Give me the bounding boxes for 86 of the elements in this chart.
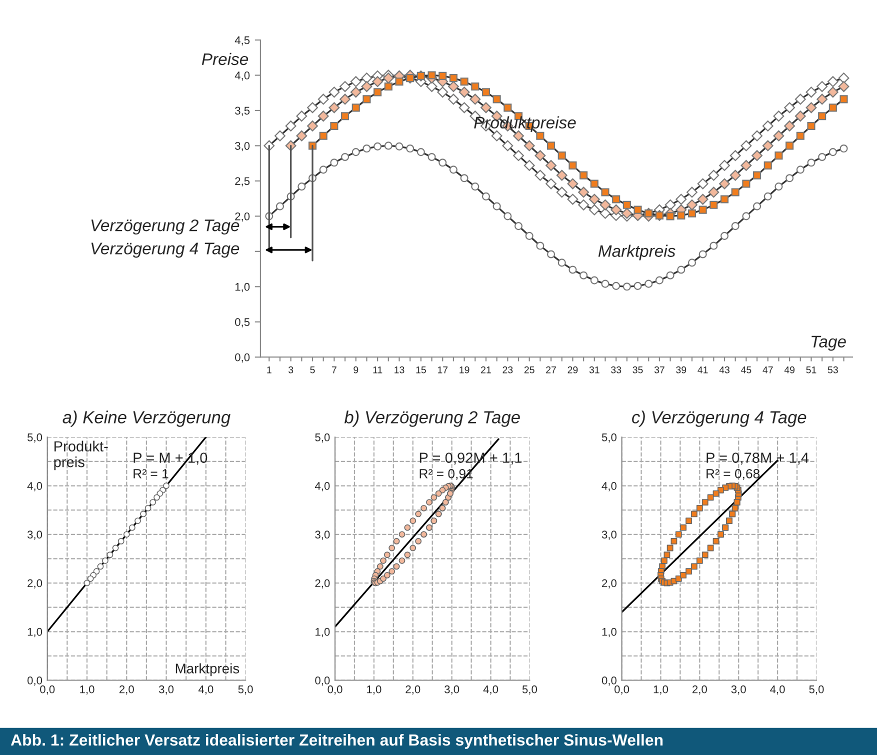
y-tick-label: 4,0: [602, 482, 616, 492]
x-tick-label: 3,0: [731, 685, 746, 695]
x-tick-label: 21: [481, 366, 491, 374]
y-tick-label: 1,0: [28, 628, 42, 638]
x-tick-label: 43: [719, 366, 730, 374]
x-tick-label: 9: [354, 366, 358, 374]
x-tick-label: 25: [524, 366, 534, 374]
x-tick-label: 15: [416, 366, 426, 374]
x-tick-label: 47: [762, 366, 773, 374]
y-tick-label: 3,5: [235, 106, 250, 116]
x-tick-label: 33: [611, 366, 622, 374]
y-tick-label: 1,0: [602, 628, 616, 638]
x-tick-label: 1,0: [654, 685, 668, 695]
y-tick-label: 2,0: [235, 212, 250, 222]
x-tick-label: 23: [502, 366, 513, 374]
x-tick-label: 31: [589, 366, 600, 374]
annotation: P = M + 1,0: [134, 452, 208, 465]
annotation: R² = 0,68: [706, 469, 760, 480]
y-tick-label: 2,0: [602, 579, 616, 588]
x-tick-label: 11: [373, 366, 382, 374]
x-tick-label: 7: [332, 366, 336, 374]
x-tick-label: 3,0: [158, 685, 174, 695]
x-tick-label: 5,0: [809, 685, 824, 695]
y-tick-label: 0,0: [602, 676, 616, 686]
y-tick-label: 1,0: [316, 628, 330, 638]
x-tick-label: 2,0: [119, 685, 134, 695]
y-tick-label: 4,0: [27, 482, 42, 492]
x-axis-title: Marktpreis: [176, 663, 240, 676]
x-tick-label: 0,0: [328, 685, 342, 695]
x-tick-label: 3: [288, 366, 294, 374]
x-tick-label: 35: [632, 366, 643, 374]
annotation: P = 0,78M + 1,4: [706, 452, 809, 465]
y-tick-label: 2,0: [315, 579, 330, 588]
y-tick-label: 0,0: [235, 353, 250, 363]
x-tick-label: 19: [460, 366, 470, 374]
y-tick-label: 0,0: [27, 676, 42, 686]
x-tick-label: 27: [546, 366, 556, 374]
x-tick-label: 51: [806, 366, 816, 374]
y-tick-label: 1,0: [235, 282, 250, 292]
x-tick-label: 2,0: [692, 685, 707, 695]
caption: Abb. 1: Zeitlicher Versatz idealisierter Zeitreihen auf Basis synthetischer Sinus-Wellen: [10, 734, 663, 749]
y-tick-label: 5,0: [315, 433, 330, 443]
x-tick-label: 37: [654, 366, 664, 374]
text: Verzögerung 2 Tage: [91, 219, 240, 235]
x-tick-label: 53: [828, 366, 838, 374]
x-tick-label: 1: [267, 366, 272, 374]
y-tick-label: 3,0: [602, 530, 616, 540]
y-tick-label: 5,0: [27, 433, 42, 443]
y-axis-title: Produkt- preis: [54, 440, 108, 470]
y-axis-title: Preise: [202, 52, 248, 66]
y-tick-label: 2,0: [28, 579, 42, 588]
x-tick-label: 3,0: [444, 685, 460, 695]
x-axis-title: Tage: [812, 336, 846, 351]
y-tick-label: 0,0: [315, 676, 330, 686]
chart-title: b) Verzögerung 2 Tage: [344, 410, 520, 427]
y-tick-label: 4,0: [314, 482, 330, 492]
x-tick-label: 0,0: [614, 685, 630, 695]
x-tick-label: 0,0: [40, 685, 55, 695]
y-tick-label: 3,0: [235, 142, 250, 152]
x-tick-label: 4,0: [483, 685, 498, 695]
x-tick-label: 13: [394, 366, 404, 374]
x-tick-label: 49: [784, 366, 795, 374]
chart-title: c) Verzögerung 4 Tage: [632, 410, 806, 427]
x-tick-label: 4,0: [198, 685, 214, 695]
x-tick-label: 5,0: [522, 685, 537, 695]
x-tick-label: 2,0: [406, 685, 420, 695]
x-tick-label: 5: [310, 366, 315, 374]
y-tick-label: 0,5: [235, 318, 250, 328]
x-tick-label: 39: [676, 366, 686, 374]
y-tick-label: 2,5: [235, 177, 250, 186]
y-tick-label: 4,5: [234, 36, 250, 46]
annotation: Marktpreis: [598, 244, 676, 260]
x-tick-label: 1,0: [367, 685, 382, 695]
y-tick-label: 5,0: [602, 433, 616, 443]
text: Verzögerung 4 Tage: [91, 242, 240, 258]
y-tick-label: 3,0: [315, 530, 330, 540]
x-tick-label: 41: [698, 366, 708, 374]
x-tick-label: 1,0: [80, 685, 94, 695]
y-tick-label: 3,0: [27, 530, 42, 540]
x-tick-label: 45: [741, 366, 752, 374]
y-tick-label: 4,0: [234, 72, 250, 81]
chart-title: a) Keine Verzögerung: [62, 410, 230, 427]
x-tick-label: 4,0: [770, 685, 785, 695]
x-tick-label: 17: [438, 366, 448, 374]
x-tick-label: 29: [568, 366, 578, 374]
annotation: R² = 1: [134, 469, 168, 478]
